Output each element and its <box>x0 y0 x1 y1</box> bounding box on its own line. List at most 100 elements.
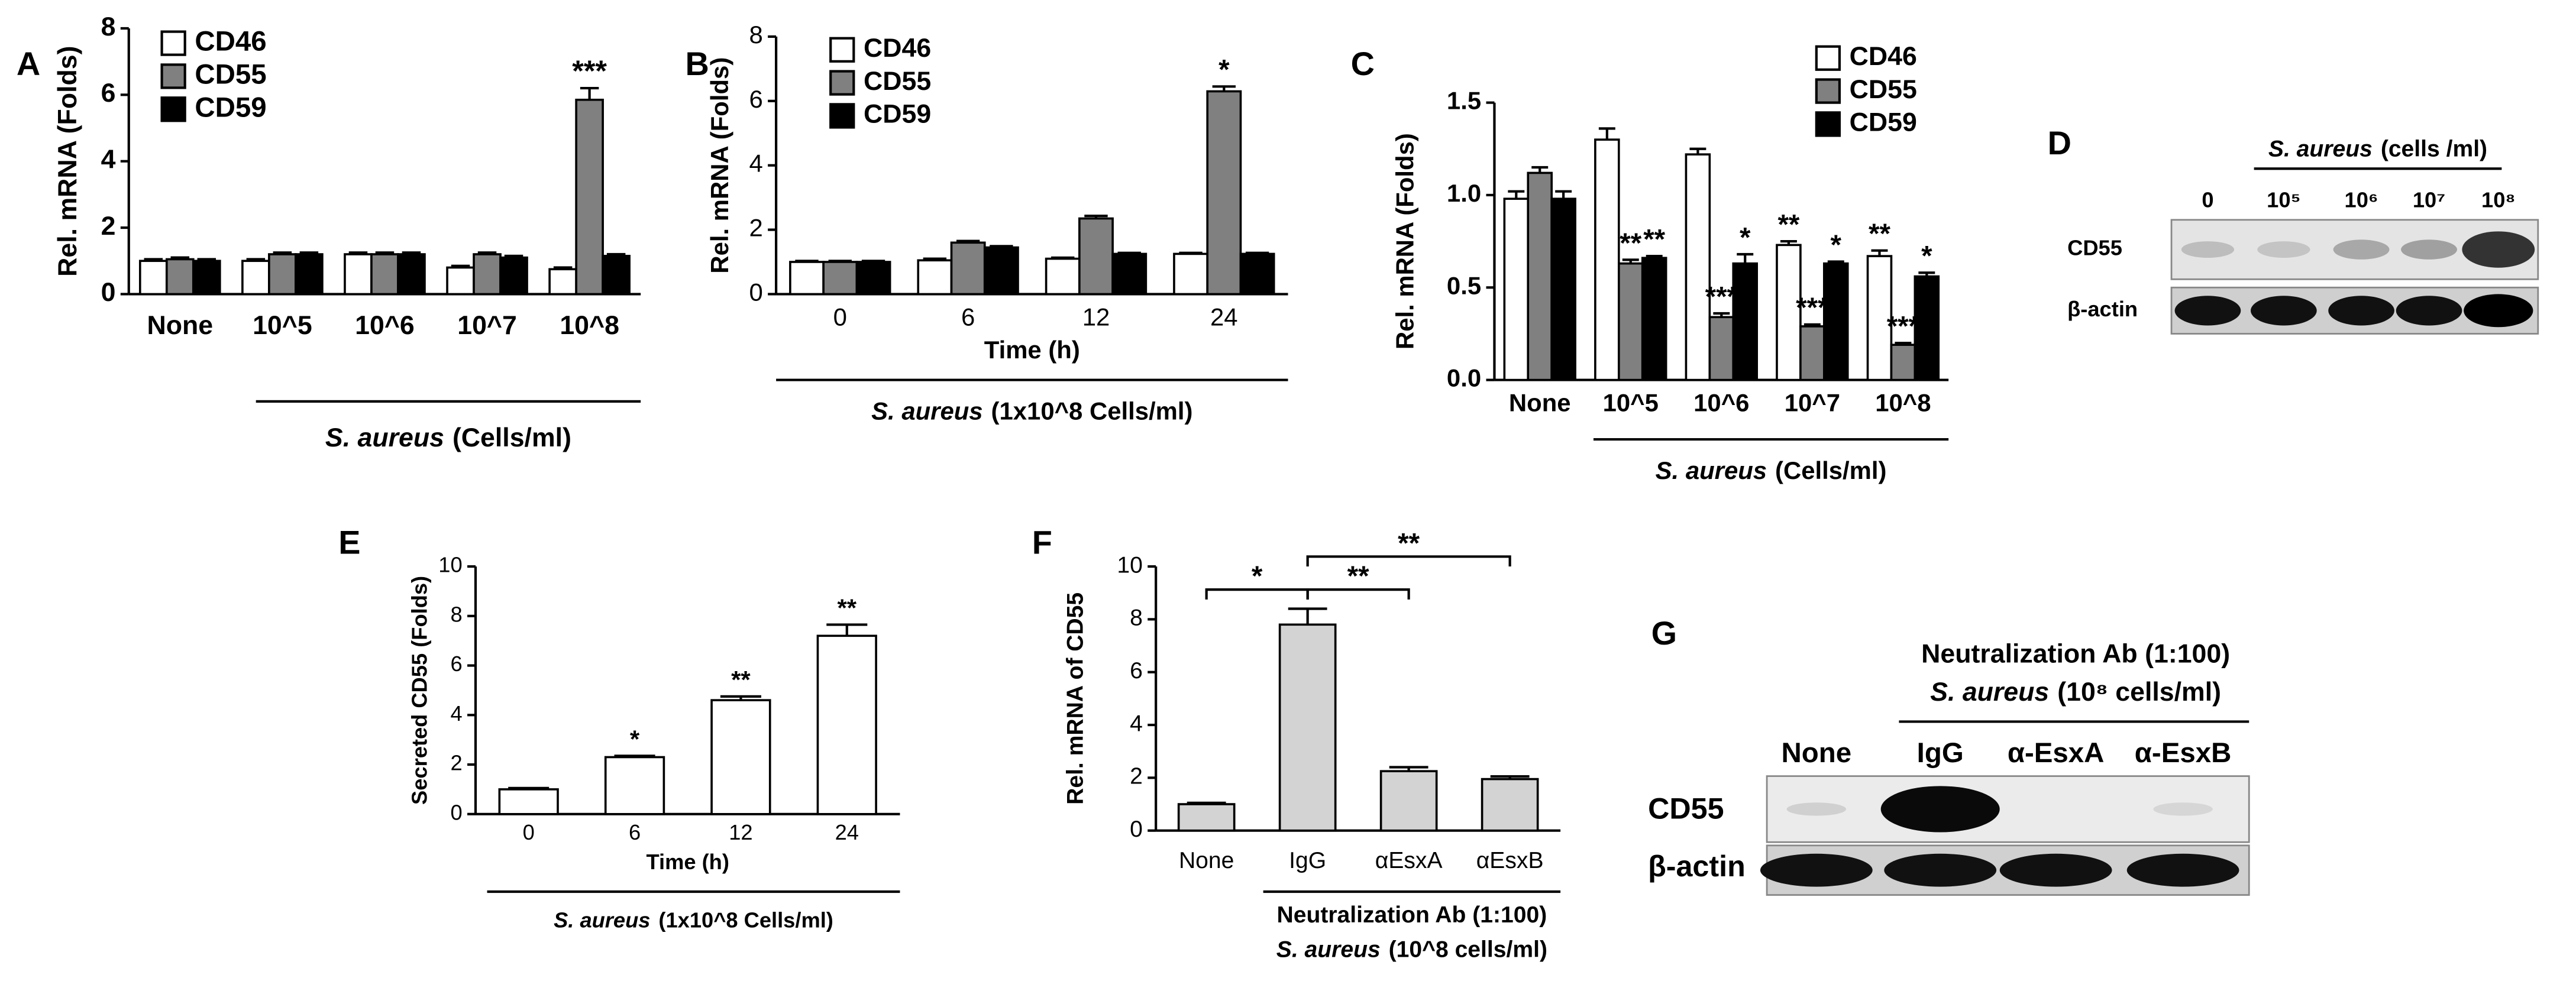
legend-swatch <box>160 30 186 56</box>
band <box>2328 296 2394 326</box>
bar <box>370 253 399 296</box>
group-label: S. aureus (10^8 cells/ml) <box>1276 937 1547 963</box>
bar <box>1685 153 1711 381</box>
y-tick-label: 8 <box>749 21 762 48</box>
band <box>2174 296 2241 326</box>
group-label-rest: (1x10^8 Cells/ml) <box>991 397 1193 425</box>
bar <box>268 253 297 296</box>
x-tick-label: 10^8 <box>1875 389 1931 417</box>
bar <box>1594 138 1620 381</box>
x-tick-label: 12 <box>729 820 752 844</box>
x-tick-label: 10^6 <box>1693 389 1749 417</box>
bar <box>1617 262 1644 381</box>
y-tick-label: 10 <box>1117 552 1142 578</box>
band <box>2153 802 2213 816</box>
y-tick-label: 8 <box>101 12 116 41</box>
y-tick-label: 0.5 <box>1447 271 1481 299</box>
significance-label: ** <box>731 666 751 694</box>
y-tick-label: 0 <box>101 278 116 307</box>
x-tick-label: 10^5 <box>1603 389 1659 417</box>
row-label: CD55 <box>1648 792 1724 825</box>
group-label: S. aureus (Cells/ml) <box>325 423 571 452</box>
comparison-label: ** <box>1347 561 1369 592</box>
group-label: S. aureus (1x10^8 Cells/ml) <box>554 908 833 932</box>
panel-letter: F <box>1032 524 1052 561</box>
x-tick-label: 0 <box>523 820 535 844</box>
group-label-italic: S. aureus <box>325 423 444 452</box>
x-tick-label: 10^8 <box>560 311 619 340</box>
y-axis-label: Rel. mRNA of CD55 <box>1062 592 1088 805</box>
band <box>2251 296 2317 326</box>
x-tick-label: 24 <box>1210 303 1238 331</box>
x-tick-label: αEsxB <box>1476 848 1544 873</box>
comparison-label: * <box>1252 561 1263 592</box>
legend-swatch <box>160 96 186 122</box>
legend-label: CD55 <box>195 59 266 90</box>
legend-label: CD46 <box>195 26 266 57</box>
lane-label: 10⁵ <box>2267 188 2300 212</box>
y-tick-label: 0 <box>749 278 762 306</box>
y-tick-label: 8 <box>450 602 462 626</box>
lane-label: None <box>1782 737 1852 769</box>
bar <box>1527 171 1553 381</box>
group-label: S. aureus (1x10^8 Cells/ml) <box>871 397 1192 425</box>
row-label: β-actin <box>2067 297 2138 321</box>
legend-swatch <box>1815 111 1841 137</box>
legend-label: CD59 <box>864 100 931 129</box>
panel-letter: B <box>686 45 709 82</box>
bar <box>822 261 858 296</box>
y-tick-label: 6 <box>749 85 762 113</box>
x-tick-label: 10^7 <box>1785 389 1840 417</box>
band <box>2464 294 2533 328</box>
comparison-label: ** <box>1398 527 1420 559</box>
row-label: β-actin <box>1648 850 1746 883</box>
bar <box>983 246 1019 296</box>
blot-header: S. aureus (cells /ml) <box>2268 137 2487 162</box>
panel-letter: D <box>2048 124 2071 161</box>
bar <box>917 259 953 296</box>
bar <box>604 756 665 815</box>
legend-swatch <box>1815 78 1841 104</box>
blot-header-rest: (cells /ml) <box>2381 137 2487 162</box>
bar <box>473 253 502 296</box>
bar <box>1278 623 1337 832</box>
significance-label: *** <box>572 54 607 88</box>
x-tick-label: 10^7 <box>457 311 517 340</box>
panel-letter: G <box>1651 614 1677 652</box>
bar <box>499 256 528 296</box>
bar <box>1890 344 1916 381</box>
y-tick-label: 8 <box>1130 605 1143 631</box>
y-axis-label: Secreted CD55 (Folds) <box>407 576 431 805</box>
bar <box>1177 803 1236 832</box>
x-tick-label: 0 <box>833 303 847 331</box>
band <box>1880 786 2000 833</box>
group-label: S. aureus (Cells/ml) <box>1656 456 1887 484</box>
significance-label: * <box>630 725 640 753</box>
blot-header-italic: S. aureus <box>1930 678 2049 707</box>
legend-label: CD55 <box>864 67 931 96</box>
significance-label: ** <box>1777 209 1799 240</box>
lane-label: IgG <box>1917 737 1964 769</box>
bar <box>602 254 631 296</box>
bar <box>855 261 891 296</box>
y-tick-label: 0 <box>1130 817 1143 842</box>
bar <box>295 253 324 296</box>
y-tick-label: 6 <box>450 652 462 676</box>
bar <box>1078 217 1114 296</box>
significance-label: * <box>1740 222 1751 253</box>
legend-label: CD59 <box>195 92 266 123</box>
significance-label: ** <box>1869 218 1890 250</box>
y-tick-label: 1.5 <box>1447 87 1481 115</box>
bar <box>138 260 168 296</box>
legend-label: CD46 <box>1850 42 1917 71</box>
legend-swatch <box>829 103 855 129</box>
y-tick-label: 2 <box>101 212 116 241</box>
blot-header: Neutralization Ab (1:100) <box>1921 640 2230 669</box>
bar <box>192 260 221 296</box>
band <box>2181 241 2235 258</box>
group-label-italic: S. aureus <box>1276 937 1381 963</box>
band <box>2396 296 2462 326</box>
bar <box>1481 778 1539 832</box>
lane-label: 10⁶ <box>2345 188 2378 212</box>
group-label: Neutralization Ab (1:100) <box>1277 902 1547 928</box>
